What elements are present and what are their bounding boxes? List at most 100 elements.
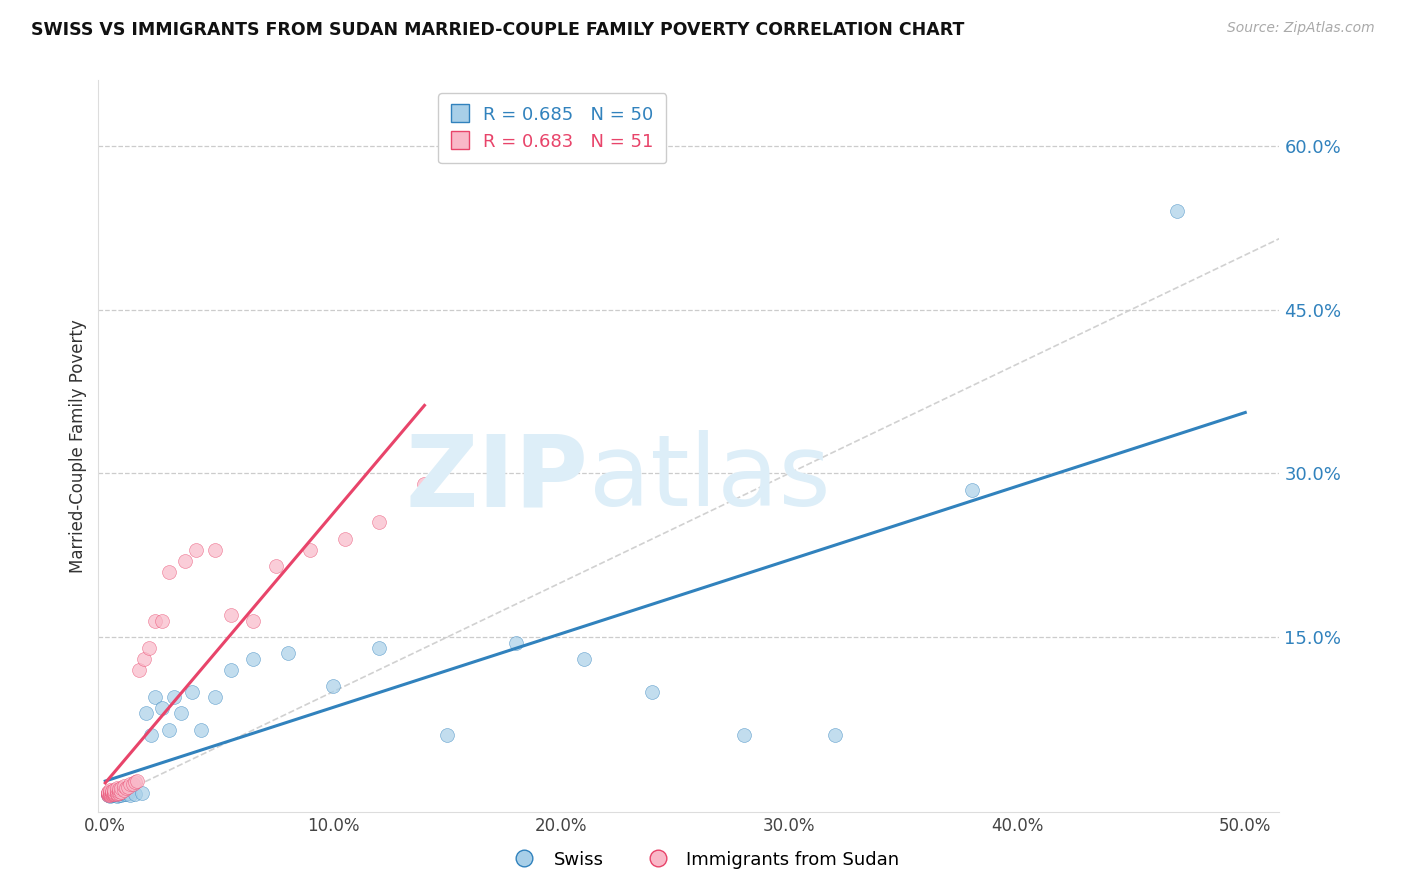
Point xyxy=(824,728,846,742)
Point xyxy=(98,786,121,800)
Point xyxy=(120,777,142,791)
Point xyxy=(174,554,197,568)
Point xyxy=(114,787,136,801)
Point xyxy=(101,786,124,800)
Point xyxy=(98,787,121,801)
Point xyxy=(124,787,146,801)
Text: atlas: atlas xyxy=(589,431,830,527)
Point xyxy=(101,789,124,803)
Point xyxy=(131,786,153,800)
Point xyxy=(108,786,131,800)
Point xyxy=(127,774,149,789)
Point xyxy=(105,786,128,800)
Point xyxy=(98,785,121,799)
Point xyxy=(110,786,132,800)
Point xyxy=(96,786,118,800)
Text: Source: ZipAtlas.com: Source: ZipAtlas.com xyxy=(1227,21,1375,35)
Point xyxy=(277,647,299,661)
Point xyxy=(96,786,118,800)
Point xyxy=(299,542,322,557)
Point xyxy=(108,789,131,803)
Point xyxy=(105,787,128,801)
Point xyxy=(264,559,287,574)
Point xyxy=(242,614,264,628)
Point xyxy=(103,786,125,800)
Y-axis label: Married-Couple Family Poverty: Married-Couple Family Poverty xyxy=(69,319,87,573)
Point xyxy=(108,781,131,796)
Point xyxy=(98,786,121,800)
Point xyxy=(105,787,128,801)
Point xyxy=(124,775,146,789)
Point xyxy=(219,663,242,677)
Point xyxy=(157,565,180,579)
Point xyxy=(138,640,160,655)
Point xyxy=(242,652,264,666)
Point xyxy=(204,542,226,557)
Point xyxy=(108,784,131,798)
Point xyxy=(101,784,124,798)
Point xyxy=(436,728,458,742)
Point xyxy=(572,652,595,666)
Point xyxy=(101,787,124,801)
Point xyxy=(96,787,118,801)
Point xyxy=(114,780,136,795)
Point xyxy=(103,787,125,801)
Point xyxy=(98,785,121,799)
Point xyxy=(98,787,121,801)
Point xyxy=(101,786,124,800)
Point xyxy=(333,532,356,546)
Point xyxy=(96,789,118,803)
Point xyxy=(163,690,186,704)
Point xyxy=(413,477,436,491)
Point xyxy=(110,785,132,799)
Point xyxy=(112,779,135,793)
Point xyxy=(108,786,131,800)
Point xyxy=(98,783,121,797)
Legend: R = 0.685   N = 50, R = 0.683   N = 51: R = 0.685 N = 50, R = 0.683 N = 51 xyxy=(439,93,666,163)
Point xyxy=(96,785,118,799)
Point xyxy=(132,652,155,666)
Point xyxy=(120,789,142,803)
Point xyxy=(101,785,124,799)
Point xyxy=(145,614,167,628)
Point xyxy=(169,706,191,721)
Point xyxy=(112,783,135,797)
Point xyxy=(139,728,162,742)
Point xyxy=(733,728,755,742)
Point xyxy=(186,542,208,557)
Point xyxy=(112,787,135,801)
Point xyxy=(110,789,132,803)
Point xyxy=(105,784,128,798)
Point xyxy=(101,787,124,801)
Point xyxy=(96,789,118,803)
Point xyxy=(103,787,125,801)
Point xyxy=(960,483,983,497)
Point xyxy=(180,684,202,698)
Point xyxy=(157,723,180,737)
Point xyxy=(135,706,157,721)
Legend: Swiss, Immigrants from Sudan: Swiss, Immigrants from Sudan xyxy=(499,844,907,876)
Point xyxy=(367,516,389,530)
Point xyxy=(117,780,139,794)
Point xyxy=(150,614,173,628)
Point xyxy=(98,789,121,803)
Point xyxy=(103,783,125,797)
Point xyxy=(117,786,139,800)
Point xyxy=(121,777,143,791)
Point xyxy=(105,780,128,795)
Point xyxy=(98,789,121,804)
Point xyxy=(641,684,664,698)
Point xyxy=(128,663,150,677)
Point xyxy=(190,723,212,737)
Text: ZIP: ZIP xyxy=(406,431,589,527)
Point xyxy=(103,789,125,803)
Point xyxy=(219,608,242,623)
Point xyxy=(145,690,167,704)
Point xyxy=(96,786,118,800)
Point xyxy=(103,785,125,799)
Text: SWISS VS IMMIGRANTS FROM SUDAN MARRIED-COUPLE FAMILY POVERTY CORRELATION CHART: SWISS VS IMMIGRANTS FROM SUDAN MARRIED-C… xyxy=(31,21,965,38)
Point xyxy=(101,785,124,799)
Point xyxy=(1166,204,1188,219)
Point xyxy=(96,787,118,801)
Point xyxy=(110,780,132,795)
